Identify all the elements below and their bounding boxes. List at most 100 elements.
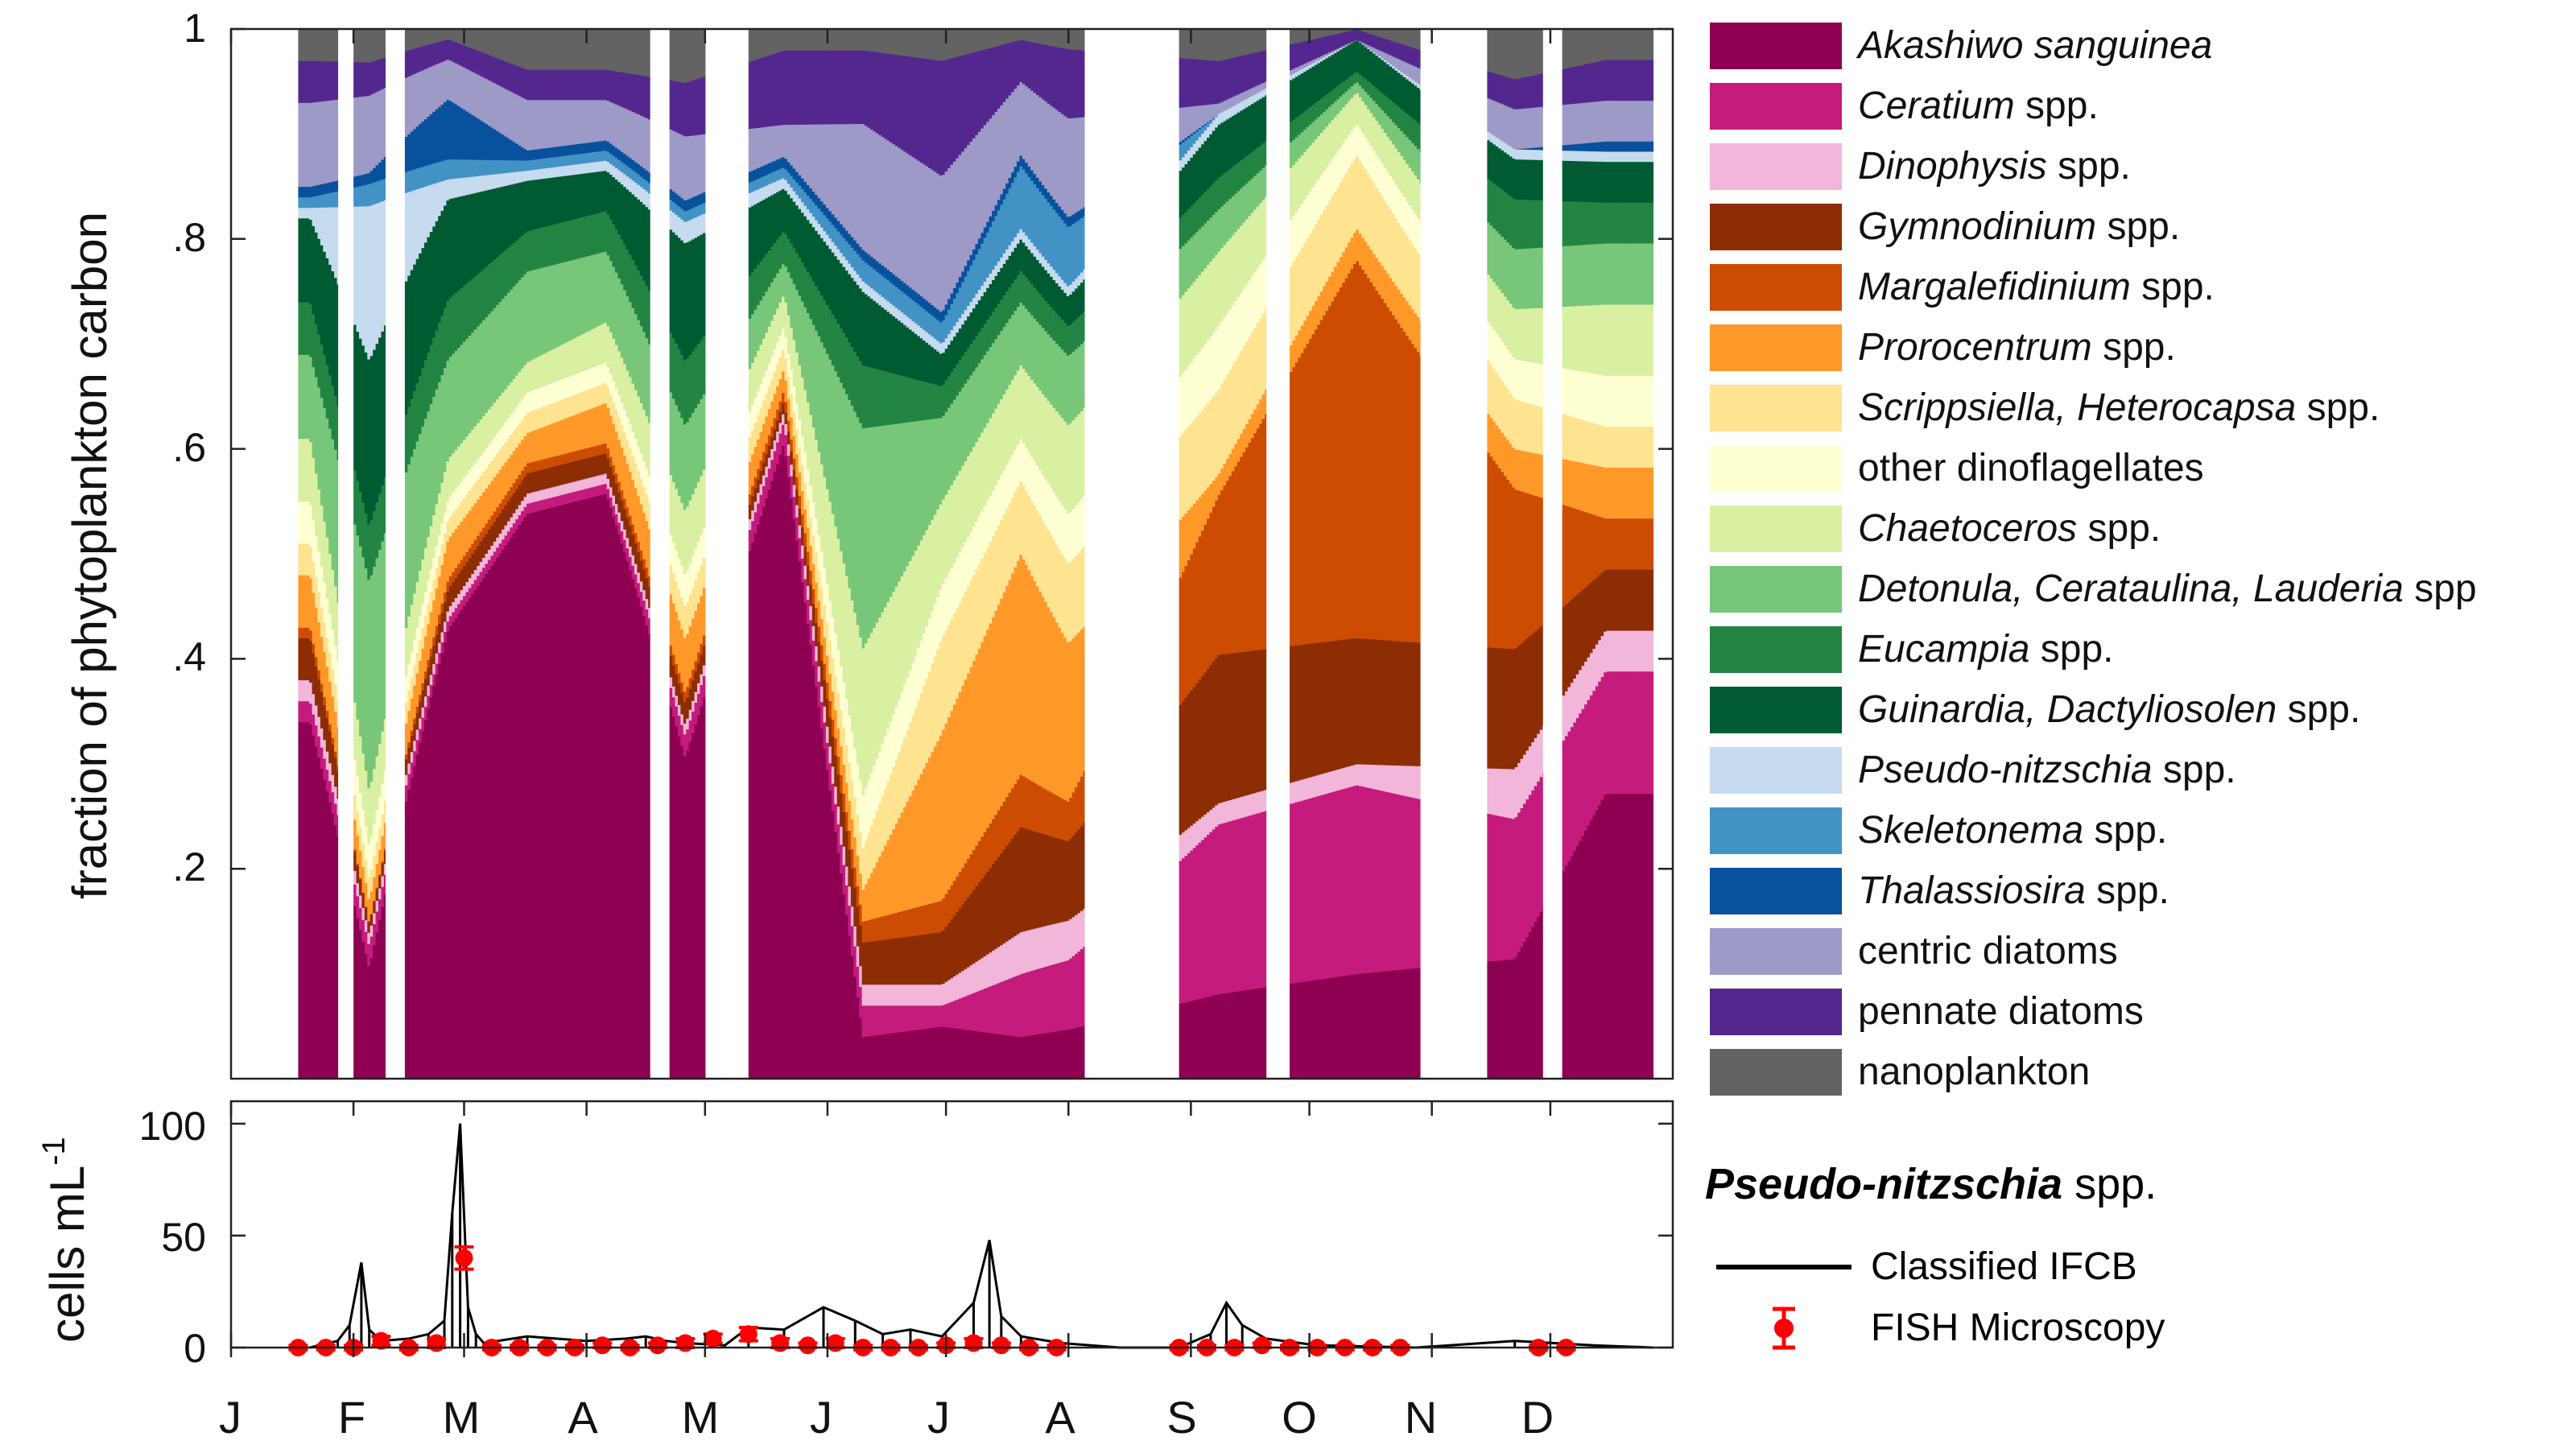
area-thalassiosira-spp--113 — [642, 167, 646, 180]
area-nanoplankton-115 — [648, 29, 650, 77]
area-scrippsiella-heterocapsa-spp--250 — [1083, 546, 1085, 627]
area-margalefidinium-spp--158 — [828, 700, 832, 718]
area-scrippsiella-heterocapsa-spp--59 — [493, 456, 497, 477]
area-prorocentrum-spp--182 — [894, 823, 898, 913]
area-eucampia-spp--25 — [381, 485, 385, 542]
area-thalassiosira-spp--217 — [992, 210, 996, 222]
area-pseudo-nitzschia-spp--145 — [792, 190, 796, 202]
area-pennate-diatoms-90 — [579, 69, 583, 101]
area-skeletonema-spp--99 — [604, 150, 608, 161]
area-pennate-diatoms-150 — [806, 50, 810, 125]
area-prorocentrum-spp--262 — [1209, 483, 1213, 513]
area-prorocentrum-spp--244 — [1066, 642, 1070, 802]
area-other-dinoflagellates-243 — [1063, 509, 1067, 559]
area-dinophysis-spp--21 — [369, 925, 374, 937]
area-other-dinoflagellates-29 — [410, 650, 414, 678]
area-dinophysis-spp--23 — [375, 900, 379, 912]
area-chaetoceros-spp--153 — [815, 439, 819, 519]
area-ceratium-spp--125 — [694, 702, 698, 724]
area-margalefidinium-spp--98 — [601, 444, 605, 455]
area-detonula-cerataulina-lauderia-spp-47 — [460, 344, 464, 444]
area-gymnodinium-spp--93 — [587, 457, 591, 478]
area-pennate-diatoms-250 — [1083, 50, 1085, 118]
area-other-dinoflagellates-191 — [919, 640, 923, 694]
area-centric-diatoms-227 — [1019, 81, 1023, 156]
area-prorocentrum-spp--193 — [925, 762, 929, 905]
area-scrippsiella-heterocapsa-spp--171 — [865, 840, 869, 885]
area-eucampia-spp--36 — [429, 345, 433, 404]
area-thalassiosira-spp--149 — [803, 181, 807, 192]
area-eucampia-spp--58 — [490, 261, 494, 312]
area-margalefidinium-spp--177 — [881, 915, 885, 940]
area-margalefidinium-spp--263 — [1212, 506, 1216, 662]
area-scrippsiella-heterocapsa-spp--194 — [928, 671, 932, 758]
area-ceratium-spp--164 — [845, 885, 849, 915]
area-pennate-diatoms-118 — [675, 80, 679, 133]
area-chaetoceros-spp--11 — [328, 553, 332, 614]
area-centric-diatoms-94 — [590, 99, 594, 142]
area-gymnodinium-spp--198 — [939, 931, 943, 985]
area-guinardia-dactyliosolen-spp--180 — [889, 313, 893, 374]
area-guinardia-dactyliosolen-spp--31 — [415, 258, 419, 384]
area-gymnodinium-spp--32 — [419, 700, 423, 719]
area-nanoplankton-28 — [407, 29, 411, 51]
area-ceratium-spp--65 — [510, 526, 514, 538]
area-other-dinoflagellates-218 — [994, 485, 998, 531]
area-nanoplankton-158 — [828, 29, 832, 51]
area-other-dinoflagellates-9 — [323, 582, 327, 623]
area-guinardia-dactyliosolen-spp--89 — [576, 174, 580, 219]
area-scrippsiella-heterocapsa-spp--62 — [502, 445, 506, 466]
area-prorocentrum-spp--12 — [331, 696, 335, 738]
area-guinardia-dactyliosolen-spp--130 — [751, 205, 755, 273]
area-centric-diatoms-231 — [1030, 90, 1034, 171]
area-nanoplankton-221 — [1002, 29, 1006, 45]
area-pseudo-nitzschia-spp--50 — [468, 176, 472, 195]
area-dinophysis-spp--38 — [435, 653, 439, 664]
area-chaetoceros-spp--256 — [1192, 281, 1196, 359]
area-akashiwo-sanguinea-41 — [443, 642, 448, 1080]
area-centric-diatoms-119 — [677, 133, 681, 196]
area-pseudo-nitzschia-spp--138 — [773, 181, 777, 194]
area-centric-diatoms-233 — [1036, 94, 1040, 178]
area-detonula-cerataulina-lauderia-spp-238 — [1050, 336, 1054, 405]
area-eucampia-spp--131 — [753, 267, 758, 310]
area-prorocentrum-spp--40 — [440, 564, 444, 604]
area-detonula-cerataulina-lauderia-spp-10 — [325, 418, 329, 538]
area-gymnodinium-spp--120 — [680, 692, 684, 715]
area-ceratium-spp--211 — [975, 991, 979, 1032]
area-thalassiosira-spp--76 — [540, 148, 544, 159]
area-margalefidinium-spp--59 — [493, 510, 497, 522]
area-thalassiosira-spp--183 — [898, 278, 902, 290]
area-ceratium-spp--175 — [875, 1005, 879, 1036]
area-nanoplankton-66 — [512, 29, 516, 65]
area-pennate-diatoms-147 — [798, 50, 802, 125]
area-centric-diatoms-142 — [784, 124, 788, 159]
area-nanoplankton-168 — [856, 29, 860, 51]
area-akashiwo-sanguinea-65 — [510, 537, 514, 1080]
area-nanoplankton-73 — [531, 29, 535, 70]
area-ceratium-spp--37 — [432, 674, 436, 687]
area-gymnodinium-spp--230 — [1027, 829, 1031, 931]
area-akashiwo-sanguinea-169 — [859, 1018, 863, 1080]
area-akashiwo-sanguinea-122 — [686, 750, 690, 1080]
area-nanoplankton-275 — [1245, 29, 1249, 55]
area-gymnodinium-spp--134 — [762, 462, 766, 476]
area-pennate-diatoms-62 — [502, 60, 506, 88]
area-margalefidinium-spp--81 — [554, 456, 558, 467]
area-eucampia-spp--268 — [1226, 170, 1230, 202]
area-akashiwo-sanguinea-277 — [1250, 989, 1254, 1080]
area-pseudo-nitzschia-spp--73 — [531, 169, 535, 180]
area-eucampia-spp--256 — [1192, 203, 1196, 235]
area-pseudo-nitzschia-spp--121 — [683, 221, 687, 243]
area-eucampia-spp--63 — [504, 249, 508, 296]
area-margalefidinium-spp--114 — [645, 567, 649, 579]
area-margalefidinium-spp--232 — [1033, 782, 1037, 832]
area-pseudo-nitzschia-spp--72 — [529, 170, 533, 181]
area-margalefidinium-spp--217 — [992, 819, 996, 865]
area-pennate-diatoms-134 — [762, 56, 766, 128]
area-pseudo-nitzschia-spp--253 — [1184, 153, 1188, 165]
area-thalassiosira-spp--234 — [1038, 180, 1042, 192]
area-skeletonema-spp--152 — [811, 201, 815, 217]
area-dinophysis-spp--209 — [969, 964, 973, 994]
area-eucampia-spp--61 — [498, 254, 502, 303]
